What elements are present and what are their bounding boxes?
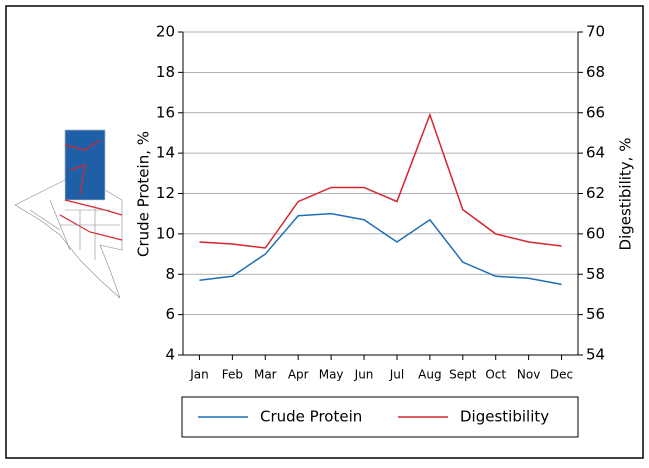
x-tick-label: Apr — [288, 368, 309, 382]
y2-tick-label: 58 — [586, 265, 605, 283]
y-tick-label: 8 — [165, 265, 175, 283]
y-axis-label: Crude Protein, % — [135, 131, 153, 257]
y-tick-label: 18 — [156, 63, 175, 81]
y-tick-label: 16 — [156, 103, 175, 121]
y-tick-label: 12 — [156, 184, 175, 202]
x-tick-label: Jul — [389, 368, 404, 382]
y2-tick-label: 68 — [586, 63, 605, 81]
x-tick-label: May — [319, 368, 344, 382]
series-line — [199, 212, 562, 286]
y2-tick-label: 60 — [586, 224, 605, 242]
y2-axis-label: Digestibility, % — [617, 138, 635, 251]
legend-label: Digestibility — [460, 408, 549, 426]
x-tick-label: Jan — [189, 368, 209, 382]
x-tick-label: Sept — [449, 368, 477, 382]
y-tick-label: 4 — [165, 346, 175, 364]
x-tick-label: Oct — [485, 368, 506, 382]
x-tick-label: Jun — [354, 368, 374, 382]
y-tick-label: 6 — [165, 305, 175, 323]
y2-tick-label: 66 — [586, 103, 605, 121]
y-tick-label: 10 — [156, 224, 175, 242]
y-tick-label: 14 — [156, 144, 175, 162]
series-line — [199, 112, 562, 249]
y2-tick-label: 56 — [586, 305, 605, 323]
x-tick-label: Nov — [517, 368, 540, 382]
region-map — [14, 129, 123, 299]
y-tick-label: 20 — [156, 23, 175, 41]
x-tick-label: Feb — [222, 368, 243, 382]
y2-tick-label: 64 — [586, 144, 605, 162]
x-tick-label: Dec — [550, 368, 573, 382]
x-tick-label: Mar — [254, 368, 277, 382]
legend-label: Crude Protein — [260, 408, 362, 426]
y2-tick-label: 62 — [586, 184, 605, 202]
x-tick-label: Aug — [418, 368, 441, 382]
y2-tick-label: 54 — [586, 346, 605, 364]
y2-tick-label: 70 — [586, 23, 605, 41]
